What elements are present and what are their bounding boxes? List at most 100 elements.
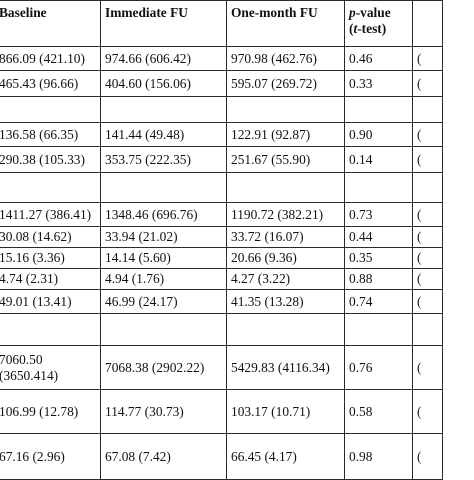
immediate-cell: 14.14 (5.60) [100,247,227,269]
edge-cell: ( [412,46,443,71]
p-value-cell: 0.58 [344,389,413,434]
edge-cell [412,172,443,203]
immediate-cell: 974.66 (606.42) [100,46,227,71]
results-table: Baseline Immediate FU One-month FU p-val… [0,0,443,480]
immediate-cell: 353.75 (222.35) [100,146,227,173]
edge-header [412,0,443,47]
p-value-cell: 0.44 [344,226,413,248]
immediate-cell: 67.08 (7.42) [100,433,227,480]
table-row: 15.16 (3.36) 14.14 (5.60) 20.66 (9.36) 0… [0,247,443,269]
immediate-cell: 46.99 (24.17) [100,289,227,314]
immediate-cell [100,96,227,123]
p-value-cell: 0.14 [344,146,413,173]
edge-cell: ( [412,345,443,390]
p-value-label: -value [355,5,391,20]
one-month-cell: 20.66 (9.36) [226,247,345,269]
section-spacer-row [0,96,443,123]
one-month-cell: 4.27 (3.22) [226,268,345,290]
baseline-cell: 30.08 (14.62) [0,226,101,248]
baseline-cell: 465.43 (96.66) [0,70,101,97]
baseline-cell [0,172,101,203]
immediate-cell: 33.94 (21.02) [100,226,227,248]
one-month-cell: 103.17 (10.71) [226,389,345,434]
table-row: 465.43 (96.66) 404.60 (156.06) 595.07 (2… [0,70,443,97]
baseline-cell: 15.16 (3.36) [0,247,101,269]
section-spacer-row [0,172,443,203]
one-month-cell: 66.45 (4.17) [226,433,345,480]
one-month-cell [226,172,345,203]
t-symbol: t [353,21,358,36]
baseline-cell: 67.16 (2.96) [0,433,101,480]
one-month-fu-header: One-month FU [226,0,345,47]
baseline-cell: 7060.50 (3650.414) [0,345,101,390]
table-row: 4.74 (2.31) 4.94 (1.76) 4.27 (3.22) 0.88… [0,268,443,290]
one-month-cell: 122.91 (92.87) [226,122,345,147]
edge-cell: ( [412,289,443,314]
one-month-cell: 1190.72 (382.21) [226,202,345,227]
immediate-cell: 1348.46 (696.76) [100,202,227,227]
p-value-cell: 0.73 [344,202,413,227]
one-month-cell [226,313,345,346]
one-month-cell: 970.98 (462.76) [226,46,345,71]
immediate-cell: 7068.38 (2902.22) [100,345,227,390]
p-value-cell: 0.74 [344,289,413,314]
baseline-cell [0,313,101,346]
header-row: Baseline Immediate FU One-month FU p-val… [0,0,443,47]
baseline-cell: 290.38 (105.33) [0,146,101,173]
edge-cell [412,96,443,123]
edge-cell: ( [412,146,443,173]
edge-cell: ( [412,226,443,248]
p-symbol: p [349,5,356,20]
edge-cell [412,313,443,346]
baseline-cell: 136.58 (66.35) [0,122,101,147]
edge-cell: ( [412,389,443,434]
one-month-cell: 595.07 (269.72) [226,70,345,97]
p-value-cell: 0.98 [344,433,413,480]
one-month-cell: 251.67 (55.90) [226,146,345,173]
edge-cell: ( [412,70,443,97]
immediate-cell [100,313,227,346]
one-month-cell: 5429.83 (4116.34) [226,345,345,390]
immediate-cell: 141.44 (49.48) [100,122,227,147]
baseline-cell: 49.01 (13.41) [0,289,101,314]
baseline-cell: 106.99 (12.78) [0,389,101,434]
table-row: 30.08 (14.62) 33.94 (21.02) 33.72 (16.07… [0,226,443,248]
p-value-cell: 0.35 [344,247,413,269]
edge-cell: ( [412,122,443,147]
edge-cell: ( [412,247,443,269]
immediate-cell: 4.94 (1.76) [100,268,227,290]
immediate-cell: 404.60 (156.06) [100,70,227,97]
edge-cell: ( [412,268,443,290]
t-test-open: ( [349,21,354,36]
p-value-cell: 0.90 [344,122,413,147]
one-month-cell: 41.35 (13.28) [226,289,345,314]
p-value-cell [344,172,413,203]
p-value-cell: 0.33 [344,70,413,97]
p-value-header: p-value (t-test) [344,0,413,47]
p-value-cell: 0.46 [344,46,413,71]
baseline-cell [0,96,101,123]
table-row: 136.58 (66.35) 141.44 (49.48) 122.91 (92… [0,122,443,147]
p-value-cell: 0.76 [344,345,413,390]
table-row: 290.38 (105.33) 353.75 (222.35) 251.67 (… [0,146,443,173]
t-test-label: -test) [357,21,387,36]
baseline-header: Baseline [0,0,101,47]
p-value-cell [344,96,413,123]
table-row: 106.99 (12.78) 114.77 (30.73) 103.17 (10… [0,389,443,434]
edge-cell: ( [412,433,443,480]
table-row: 1411.27 (386.41) 1348.46 (696.76) 1190.7… [0,202,443,227]
one-month-cell [226,96,345,123]
table-row: 7060.50 (3650.414) 7068.38 (2902.22) 542… [0,345,443,390]
immediate-cell [100,172,227,203]
immediate-fu-header: Immediate FU [100,0,227,47]
baseline-cell: 4.74 (2.31) [0,268,101,290]
section-spacer-row [0,313,443,346]
table-row: 866.09 (421.10) 974.66 (606.42) 970.98 (… [0,46,443,71]
baseline-cell: 866.09 (421.10) [0,46,101,71]
table-row: 49.01 (13.41) 46.99 (24.17) 41.35 (13.28… [0,289,443,314]
p-value-cell: 0.88 [344,268,413,290]
p-value-cell [344,313,413,346]
baseline-cell: 1411.27 (386.41) [0,202,101,227]
immediate-cell: 114.77 (30.73) [100,389,227,434]
edge-cell: ( [412,202,443,227]
